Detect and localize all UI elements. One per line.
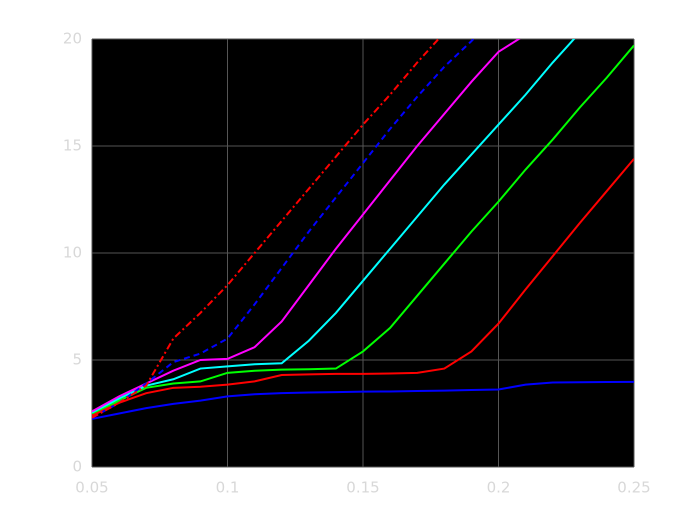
series-line	[92, 39, 521, 413]
series-line	[92, 39, 440, 419]
y-tick-label: 5	[72, 351, 82, 369]
x-tick-label: 0.25	[617, 479, 650, 497]
series-line	[92, 39, 576, 414]
series-line	[92, 39, 475, 419]
grid	[91, 38, 635, 468]
x-tick-label: 0.15	[346, 479, 379, 497]
lines	[92, 39, 634, 420]
x-tick-label: 0.05	[75, 479, 108, 497]
series-line	[92, 158, 634, 417]
y-tick-label: 15	[63, 137, 82, 155]
y-tick-label: 20	[63, 30, 82, 48]
x-tick-label: 0.2	[487, 479, 511, 497]
y-tick-label: 10	[63, 244, 82, 262]
tick-labels: 0.05 0.1 0.15 0.2 0.25 0 5 10 15 20	[63, 30, 651, 497]
y-tick-label: 0	[72, 458, 82, 476]
series-line	[92, 44, 634, 415]
series-line	[92, 380, 634, 420]
x-tick-label: 0.1	[216, 479, 240, 497]
